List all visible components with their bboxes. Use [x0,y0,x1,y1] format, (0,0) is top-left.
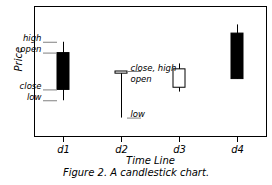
svg-text:d4: d4 [231,144,244,155]
svg-text:d3: d3 [173,144,186,155]
svg-text:Price: Price [13,47,24,72]
svg-text:open: open [20,44,42,55]
svg-text:d1: d1 [57,144,70,155]
svg-text:open: open [131,74,152,84]
svg-text:low: low [131,109,146,119]
html-text:Figure 2. A candlestick chart.: Figure 2. A candlestick chart. [62,167,210,178]
svg-text:close, high: close, high [131,63,177,73]
svg-text:close: close [20,81,42,91]
svg-text:d2: d2 [115,144,128,155]
svg-text:Time Line: Time Line [126,155,175,166]
svg-text:low: low [27,92,42,102]
svg-text:high: high [23,33,42,43]
